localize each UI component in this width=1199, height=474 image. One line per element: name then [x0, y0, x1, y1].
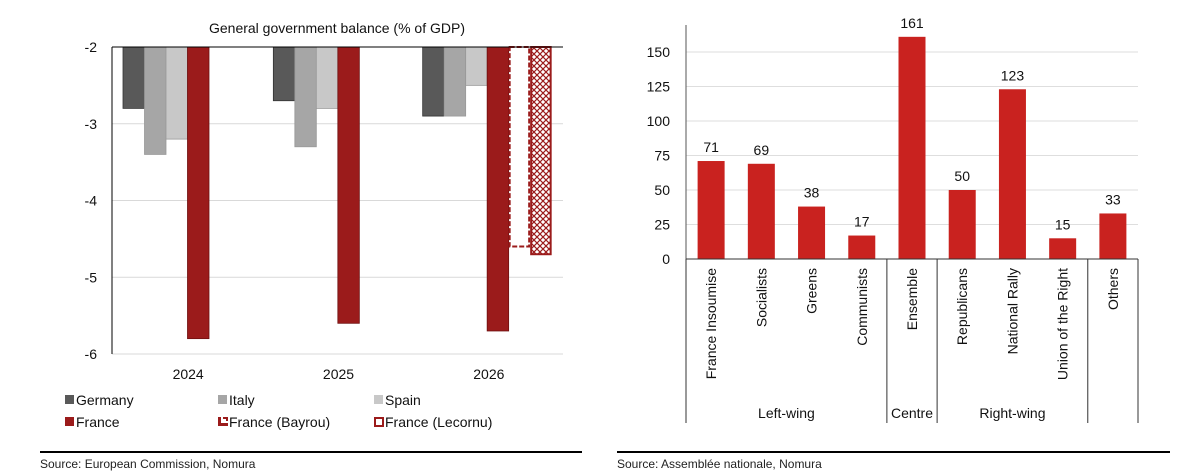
bar-france-insoumise [697, 161, 725, 259]
bar-spain-2024 [165, 46, 188, 140]
legend-item-italy: Italy [218, 392, 255, 408]
data-label: 15 [1055, 216, 1071, 232]
chart-title: General government balance (% of GDP) [209, 20, 465, 36]
bar-others [1099, 213, 1127, 259]
y-tick-label: 100 [647, 113, 671, 129]
legend-label: France (Lecornu) [385, 414, 492, 430]
legend-label: France (Bayrou) [229, 414, 330, 430]
bar-france-lecornu-2026 [530, 46, 552, 256]
bar-spain-2026 [465, 46, 488, 86]
x-axis-ticks: 2024 2025 2026 [173, 366, 505, 382]
x-tick-label: Others [1105, 268, 1121, 310]
legend-label: France [76, 414, 120, 430]
y-tick-label: -4 [85, 193, 98, 209]
bar-germany-2024 [122, 46, 145, 109]
data-label: 33 [1105, 191, 1121, 207]
source-note: Source: European Commission, Nomura [40, 457, 256, 471]
bar-germany-2025 [272, 46, 296, 102]
legend-label: Italy [229, 392, 255, 408]
y-tick-label: 0 [662, 251, 670, 267]
x-tick-label: Ensemble [904, 268, 920, 330]
x-tick-label: Greens [804, 268, 820, 314]
data-label: 161 [900, 15, 924, 31]
data-label: 38 [804, 185, 820, 201]
bar-italy-2026 [443, 46, 467, 117]
x-tick-label: Communists [854, 268, 870, 346]
legend-item-france-bayrou: France (Bayrou) [218, 414, 330, 430]
legend-swatch [374, 395, 383, 404]
data-label: 50 [954, 168, 970, 184]
legend: Germany Italy Spain France France (Bayrou) Fr… [65, 392, 492, 430]
legend-swatch [218, 395, 227, 404]
legend-swatch [218, 417, 228, 426]
source-note: Source: Assemblée nationale, Nomura [617, 457, 822, 471]
bar-spain-2025 [315, 46, 339, 109]
bar-france-2026 [486, 46, 510, 332]
legend-item-germany: Germany [65, 392, 134, 408]
y-axis-ticks: 0 25 50 75 100 125 150 [647, 44, 671, 267]
group-label-left-wing: Left-wing [758, 405, 815, 421]
bar-national-rally [998, 89, 1026, 259]
category-groups: Left-wing Centre Right-wing [685, 259, 1139, 423]
legend-item-france: France [65, 414, 120, 430]
data-label: 17 [854, 214, 870, 230]
group-label-right-wing: Right-wing [979, 405, 1045, 421]
x-tick-label: 2025 [323, 366, 354, 382]
bars: 71 69 38 17 161 50 123 15 33 [697, 15, 1127, 259]
bar-italy-2024 [144, 46, 167, 155]
group-label-centre: Centre [891, 405, 933, 421]
bar-ensemble [898, 36, 926, 259]
bar-france-bayrou-2026 [508, 46, 531, 248]
y-tick-label: -2 [85, 39, 98, 55]
y-tick-label: 50 [654, 182, 670, 198]
y-tick-label: -5 [85, 269, 98, 285]
y-axis-ticks: -2 -3 -4 -5 -6 [85, 39, 98, 362]
x-tick-label: Republicans [954, 268, 970, 345]
x-tick-label: 2024 [173, 366, 204, 382]
legend-item-spain: Spain [374, 392, 421, 408]
x-tick-label: Union of the Right [1055, 268, 1071, 380]
data-label: 123 [1001, 67, 1025, 83]
legend-label: Germany [76, 392, 134, 408]
legend-swatch [65, 395, 74, 404]
bar-italy-2025 [294, 46, 317, 148]
x-tick-label: Socialists [753, 268, 769, 327]
legend-label: Spain [385, 392, 421, 408]
bars [122, 46, 552, 340]
x-tick-label: France Insoumise [703, 268, 719, 379]
bar-france-2025 [337, 46, 360, 324]
data-label: 71 [703, 139, 719, 155]
data-label: 69 [754, 142, 770, 158]
x-axis-ticks: France Insoumise Socialists Greens Communis… [703, 268, 1121, 380]
assembly-seats-chart: 0 25 50 75 100 125 150 71 69 38 17 161 50 123 15 33 Fr… [617, 15, 1170, 471]
bar-republicans [948, 190, 976, 259]
x-tick-label: 2026 [473, 366, 504, 382]
legend-swatch [65, 417, 74, 426]
y-tick-label: 25 [654, 217, 670, 233]
bar-communists [848, 235, 876, 259]
legend-swatch [374, 417, 384, 427]
bar-france-2024 [187, 46, 210, 340]
bar-socialists [747, 163, 775, 259]
gov-balance-chart: General government balance (% of GDP) -2… [40, 20, 582, 471]
bar-union-of-the-right [1049, 238, 1077, 259]
bar-germany-2026 [422, 46, 445, 117]
legend-item-france-lecornu: France (Lecornu) [374, 414, 492, 430]
y-tick-label: -6 [85, 346, 98, 362]
x-tick-label: National Rally [1004, 268, 1020, 354]
y-tick-label: 150 [647, 44, 671, 60]
bar-greens [798, 206, 826, 259]
y-tick-label: -3 [85, 116, 98, 132]
y-tick-label: 75 [654, 148, 670, 164]
y-tick-label: 125 [647, 79, 671, 95]
